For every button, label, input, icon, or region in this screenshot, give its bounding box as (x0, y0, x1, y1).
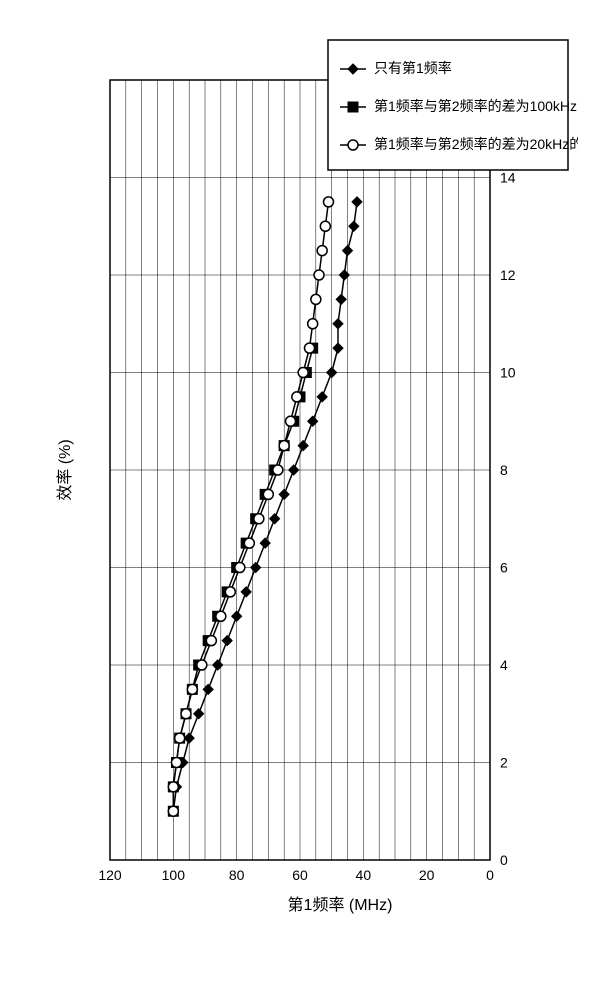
svg-text:只有第1频率: 只有第1频率 (374, 60, 452, 76)
svg-text:4: 4 (500, 657, 508, 673)
svg-text:6: 6 (500, 560, 508, 576)
chart-svg: 0204060801001200246810121416效率 (%)第1频率 (… (20, 20, 578, 980)
svg-text:12: 12 (500, 267, 516, 283)
svg-text:第1频率与第2频率的差为20kHz的混合波: 第1频率与第2频率的差为20kHz的混合波 (374, 136, 578, 152)
svg-text:第1频率 (MHz): 第1频率 (MHz) (288, 896, 393, 914)
svg-text:100: 100 (162, 867, 186, 883)
svg-text:20: 20 (419, 867, 435, 883)
svg-text:120: 120 (98, 867, 122, 883)
svg-text:10: 10 (500, 365, 516, 381)
svg-text:0: 0 (486, 867, 494, 883)
svg-text:14: 14 (500, 170, 516, 186)
efficiency-chart: 0204060801001200246810121416效率 (%)第1频率 (… (20, 20, 578, 980)
svg-text:8: 8 (500, 462, 508, 478)
legend: 只有第1频率第1频率与第2频率的差为100kHz的混合波第1频率与第2频率的差为… (328, 40, 578, 170)
svg-text:80: 80 (229, 867, 245, 883)
svg-text:0: 0 (500, 852, 508, 868)
svg-text:2: 2 (500, 755, 508, 771)
svg-text:第1频率与第2频率的差为100kHz的混合波: 第1频率与第2频率的差为100kHz的混合波 (374, 98, 578, 114)
svg-text:60: 60 (292, 867, 308, 883)
svg-text:效率 (%): 效率 (%) (56, 439, 74, 500)
svg-text:40: 40 (356, 867, 372, 883)
